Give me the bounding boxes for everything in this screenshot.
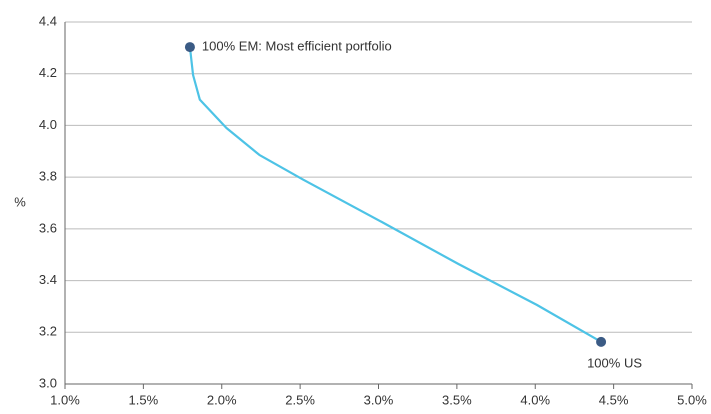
x-tick-label: 3.5%: [442, 392, 472, 407]
x-tick-label: 2.0%: [207, 392, 237, 407]
y-tick-label: 3.0: [39, 375, 57, 390]
y-tick-label: 4.4: [39, 13, 57, 28]
x-tick-label: 3.0%: [364, 392, 394, 407]
x-tick-label: 1.0%: [50, 392, 80, 407]
y-axis-label: %: [14, 194, 26, 209]
annotation-label: 100% US: [587, 355, 642, 370]
x-tick-label: 4.5%: [599, 392, 629, 407]
y-tick-label: 4.0: [39, 117, 57, 132]
line: [188, 46, 602, 343]
y-tick-label: 4.2: [39, 65, 57, 80]
y-tick-label: 3.4: [39, 272, 57, 287]
annotation-label: 100% EM: Most efficient portfolio: [202, 39, 392, 54]
y-tick-label: 3.2: [39, 324, 57, 339]
x-tick-label: 4.0%: [520, 392, 550, 407]
y-tick-label: 3.6: [39, 220, 57, 235]
x-tick-label: 5.0%: [677, 392, 707, 407]
annotation-marker: [596, 336, 607, 347]
annotation-marker: [184, 42, 195, 53]
x-tick-label: 1.5%: [129, 392, 159, 407]
y-tick-label: 3.8: [39, 169, 57, 184]
x-tick-label: 2.5%: [285, 392, 315, 407]
